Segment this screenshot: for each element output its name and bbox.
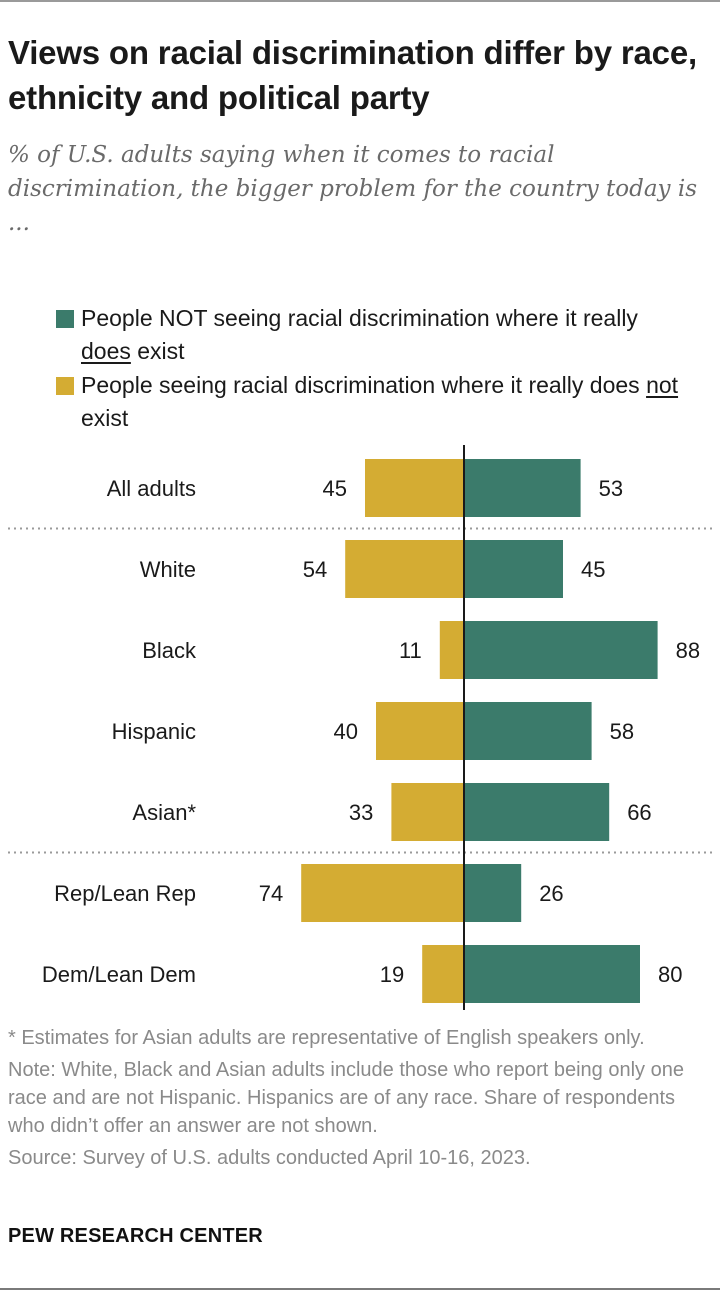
source-note: Source: Survey of U.S. adults conducted … xyxy=(8,1147,531,1169)
top-rule xyxy=(0,0,720,2)
bar-seeing-discrimination xyxy=(301,864,464,922)
legend-swatch-green xyxy=(56,310,74,328)
bar-seeing-discrimination xyxy=(376,702,464,760)
data-label-right: 26 xyxy=(539,881,563,906)
data-label-left: 45 xyxy=(323,476,347,501)
legend-label: People seeing racial discrimination wher… xyxy=(81,372,679,431)
footnotes: * Estimates for Asian adults are represe… xyxy=(8,1024,714,1176)
data-label-right: 66 xyxy=(627,800,651,825)
category-label: Hispanic xyxy=(112,719,196,744)
bar-not-seeing-discrimination xyxy=(464,945,640,1003)
bar-not-seeing-discrimination xyxy=(464,783,610,841)
category-label: White xyxy=(140,557,196,582)
asterisk-note: * Estimates for Asian adults are represe… xyxy=(8,1027,645,1049)
data-label-right: 88 xyxy=(676,638,700,663)
data-label-left: 33 xyxy=(349,800,373,825)
legend-label: People NOT seeing racial discrimination … xyxy=(81,305,638,364)
data-label-left: 54 xyxy=(303,557,327,582)
chart-title: Views on racial discrimination differ by… xyxy=(8,34,697,116)
data-label-right: 53 xyxy=(599,476,623,501)
category-label: Asian* xyxy=(132,800,196,825)
methodology-note: Note: White, Black and Asian adults incl… xyxy=(8,1059,684,1137)
bar-seeing-discrimination xyxy=(365,459,464,517)
bar-seeing-discrimination xyxy=(345,540,464,598)
data-label-left: 19 xyxy=(380,962,404,987)
category-label: Dem/Lean Dem xyxy=(42,962,196,987)
category-label: All adults xyxy=(107,476,196,501)
bar-not-seeing-discrimination xyxy=(464,459,581,517)
bar-seeing-discrimination xyxy=(439,621,464,679)
data-label-right: 45 xyxy=(581,557,605,582)
chart-subtitle: % of U.S. adults saying when it comes to… xyxy=(8,142,698,236)
category-label: Rep/Lean Rep xyxy=(54,881,196,906)
bar-not-seeing-discrimination xyxy=(464,621,658,679)
bar-not-seeing-discrimination xyxy=(464,702,592,760)
legend-swatch-gold xyxy=(56,377,74,395)
bottom-rule xyxy=(0,1288,720,1290)
bar-not-seeing-discrimination xyxy=(464,540,563,598)
data-label-left: 74 xyxy=(259,881,283,906)
category-label: Black xyxy=(142,638,197,663)
data-label-right: 58 xyxy=(610,719,634,744)
bar-not-seeing-discrimination xyxy=(464,864,522,922)
pew-research-center-logo: PEW RESEARCH CENTER xyxy=(8,1225,263,1247)
bar-seeing-discrimination xyxy=(422,945,464,1003)
diverging-bar-chart: All adults 45 53 White 54 45 Black 11 88 Hispanic… xyxy=(8,445,716,1010)
bar-seeing-discrimination xyxy=(391,783,464,841)
data-label-right: 80 xyxy=(658,962,682,987)
data-label-left: 11 xyxy=(399,638,422,663)
data-label-left: 40 xyxy=(334,719,358,744)
